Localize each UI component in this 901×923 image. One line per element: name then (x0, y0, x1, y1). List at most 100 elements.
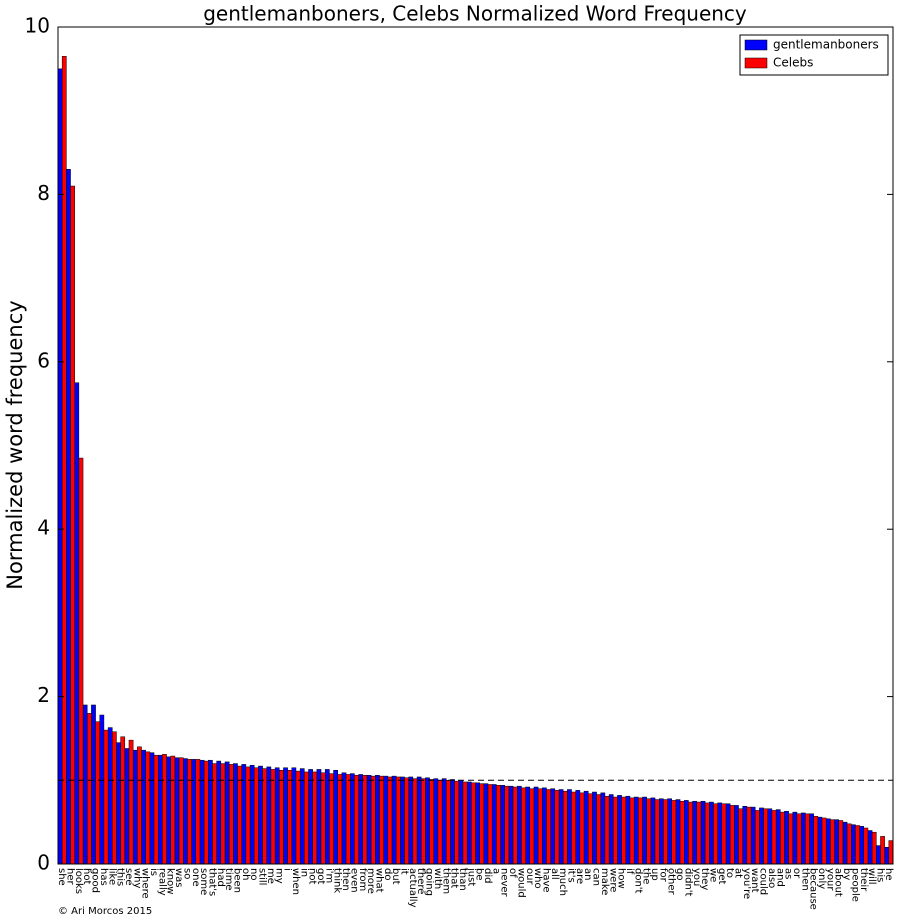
bar (316, 769, 322, 865)
x-tick-label: don't (632, 868, 643, 894)
y-tick-label: 0 (37, 851, 50, 875)
x-tick-label: really (156, 868, 167, 896)
x-tick-label: then (340, 868, 351, 891)
bar (546, 789, 551, 865)
bar (805, 813, 810, 865)
bar (780, 811, 785, 865)
bar (859, 826, 865, 865)
bar (796, 813, 802, 865)
x-tick-label: me (265, 868, 276, 884)
bar (120, 736, 126, 865)
bar (671, 800, 677, 865)
bar (333, 770, 338, 865)
x-tick-label: never (499, 868, 510, 898)
bar (542, 787, 547, 865)
bar (61, 56, 67, 865)
bar (654, 799, 660, 865)
bar (813, 816, 819, 865)
bar (116, 742, 121, 865)
bar (329, 773, 334, 865)
bar (70, 185, 75, 865)
bar (625, 795, 631, 865)
x-tick-label: from (357, 868, 368, 891)
x-tick-label: didn't (682, 868, 693, 897)
bar (771, 810, 777, 865)
x-tick-label: one (190, 868, 201, 887)
x-tick-label: it (399, 868, 410, 875)
bar (82, 704, 88, 865)
bar (366, 775, 372, 865)
bar (162, 754, 167, 865)
bar (529, 788, 535, 865)
bar (763, 808, 769, 865)
x-tick-label: like (106, 868, 117, 885)
bar (149, 752, 155, 865)
bar (663, 799, 668, 865)
bar (274, 767, 280, 865)
x-tick-label: just (465, 867, 476, 886)
x-tick-label: who (532, 868, 543, 889)
x-tick-label: the (641, 868, 652, 884)
x-tick-label: actually (407, 868, 418, 908)
x-tick-label: that's (206, 868, 217, 896)
bar (220, 763, 226, 865)
x-tick-label: you're (741, 868, 752, 899)
bar (416, 776, 422, 865)
bar (383, 775, 389, 865)
bar (696, 801, 702, 865)
bar (533, 786, 539, 865)
bar (183, 758, 188, 865)
plot-frame (57, 26, 894, 865)
bar (132, 749, 138, 865)
bar (170, 755, 176, 865)
bar (675, 799, 681, 865)
legend-label: gentlemanboners (773, 38, 879, 52)
bar (567, 789, 572, 865)
x-tick-label: that (449, 868, 460, 888)
bar (800, 812, 806, 865)
x-tick-label: up (649, 868, 660, 881)
x-tick-label: people (849, 868, 860, 902)
x-tick-label: at (733, 868, 744, 878)
x-tick-label: been (232, 868, 243, 893)
bar (550, 788, 556, 865)
bar (554, 790, 560, 865)
bar (562, 790, 568, 865)
x-tick-label: more (365, 868, 376, 894)
bar (704, 802, 710, 865)
bar (312, 771, 318, 865)
x-tick-label: only (816, 868, 827, 889)
x-tick-label: can (591, 868, 602, 886)
bar (375, 775, 380, 865)
bar (621, 796, 627, 865)
bar (337, 774, 343, 865)
x-tick-label: our (524, 868, 535, 885)
bar (642, 796, 647, 865)
legend-swatch (744, 39, 768, 51)
bar (216, 760, 222, 865)
bar (713, 803, 718, 865)
bar (738, 808, 743, 865)
x-tick-label: how (616, 868, 627, 889)
bar (475, 782, 480, 865)
bar (400, 776, 405, 865)
bar (191, 759, 197, 865)
x-tick-label: with (432, 868, 443, 889)
x-tick-label: has (98, 868, 109, 886)
bar (600, 792, 606, 865)
bar (842, 821, 848, 865)
x-tick-label: some (198, 868, 209, 895)
bar (750, 806, 756, 865)
bar (742, 805, 748, 865)
bar (471, 782, 476, 865)
x-tick-label: were (607, 868, 618, 892)
bar (387, 776, 393, 865)
bar (78, 457, 84, 865)
x-tick-label: much (557, 868, 568, 896)
bar (279, 770, 284, 865)
bar (153, 754, 159, 865)
bar (433, 778, 439, 865)
bar (525, 786, 531, 865)
y-tick-label: 10 (25, 14, 50, 38)
footer: © Ari Morcos 2015 (58, 906, 152, 917)
